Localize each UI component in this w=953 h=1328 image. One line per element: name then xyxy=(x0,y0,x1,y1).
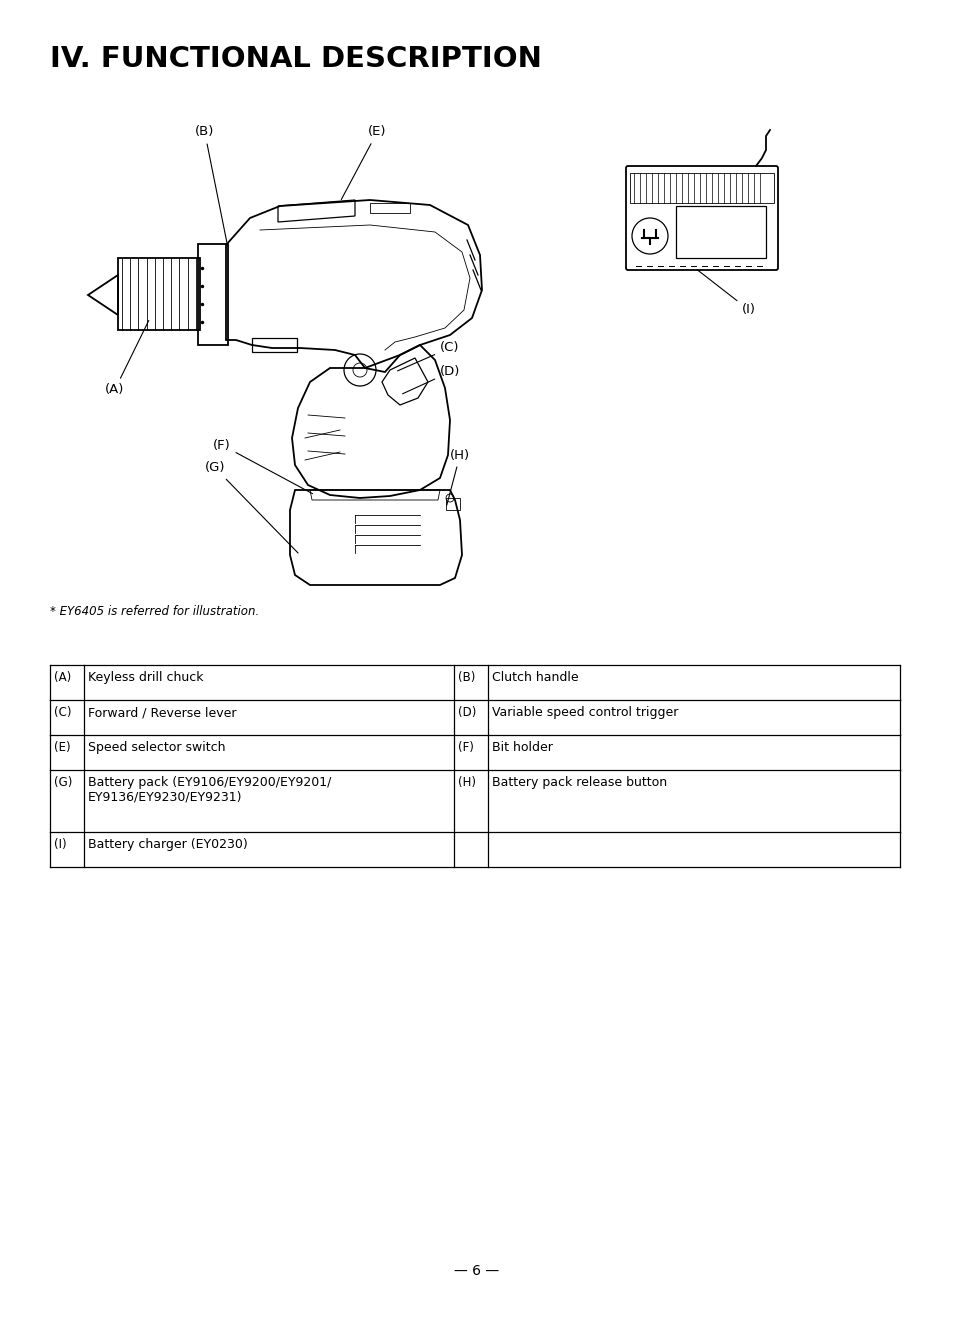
Text: (E): (E) xyxy=(54,741,71,754)
Text: (D): (D) xyxy=(402,365,460,394)
Text: (C): (C) xyxy=(397,341,459,371)
Text: (G): (G) xyxy=(205,462,297,552)
Bar xyxy=(676,206,765,258)
Text: (I): (I) xyxy=(697,270,755,316)
Bar xyxy=(370,203,410,212)
Text: Keyless drill chuck: Keyless drill chuck xyxy=(88,671,203,684)
Text: Battery charger (EY0230): Battery charger (EY0230) xyxy=(88,838,248,851)
Text: Clutch handle: Clutch handle xyxy=(492,671,578,684)
Text: * EY6405 is referred for illustration.: * EY6405 is referred for illustration. xyxy=(50,606,259,618)
Text: Variable speed control trigger: Variable speed control trigger xyxy=(492,706,678,718)
Text: (F): (F) xyxy=(213,438,313,494)
Text: Battery pack release button: Battery pack release button xyxy=(492,776,666,789)
Text: Bit holder: Bit holder xyxy=(492,741,553,754)
Text: (B): (B) xyxy=(194,126,227,246)
Text: (A): (A) xyxy=(54,671,71,684)
Text: Forward / Reverse lever: Forward / Reverse lever xyxy=(88,706,236,718)
Text: IV. FUNCTIONAL DESCRIPTION: IV. FUNCTIONAL DESCRIPTION xyxy=(50,45,541,73)
Text: (B): (B) xyxy=(457,671,475,684)
Text: Speed selector switch: Speed selector switch xyxy=(88,741,225,754)
Bar xyxy=(118,258,200,329)
Bar xyxy=(629,173,773,203)
Text: — 6 —: — 6 — xyxy=(454,1264,499,1278)
Text: Battery pack (EY9106/EY9200/EY9201/
EY9136/EY9230/EY9231): Battery pack (EY9106/EY9200/EY9201/ EY91… xyxy=(88,776,331,803)
Text: (D): (D) xyxy=(457,706,476,718)
Text: (H): (H) xyxy=(457,776,476,789)
Text: (E): (E) xyxy=(341,126,386,199)
Bar xyxy=(198,244,228,345)
Text: (A): (A) xyxy=(105,320,149,397)
Text: (G): (G) xyxy=(54,776,72,789)
Bar xyxy=(446,498,459,510)
Text: (F): (F) xyxy=(457,741,474,754)
Bar xyxy=(252,339,296,352)
Text: (I): (I) xyxy=(54,838,67,851)
Text: (C): (C) xyxy=(54,706,71,718)
Text: (H): (H) xyxy=(446,449,470,506)
